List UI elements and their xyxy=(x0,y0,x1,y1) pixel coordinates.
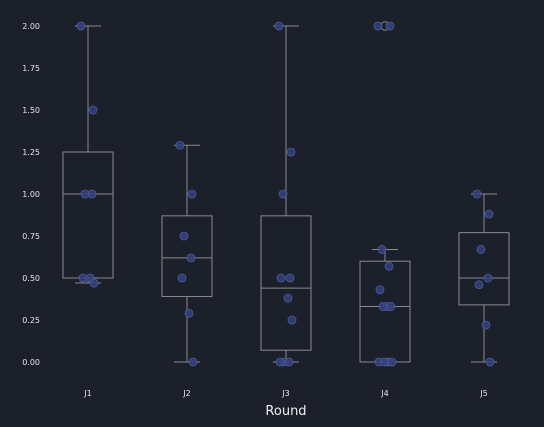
data-point xyxy=(275,357,285,367)
data-point xyxy=(278,189,288,199)
y-tick-label: 1.75 xyxy=(22,64,40,73)
data-point xyxy=(88,105,98,115)
y-tick-label: 0.25 xyxy=(22,316,40,325)
data-point xyxy=(474,280,484,290)
data-point xyxy=(472,189,482,199)
box-J1 xyxy=(62,25,114,284)
y-tick-label: 1.00 xyxy=(22,190,40,199)
data-point xyxy=(378,302,388,311)
x-tick-label: J5 xyxy=(479,389,487,398)
data-point xyxy=(283,293,293,303)
box-J4 xyxy=(359,21,411,363)
iqr-box xyxy=(62,151,114,279)
data-point xyxy=(387,357,397,367)
data-point xyxy=(188,357,198,367)
x-axis-ticks: J1 J2 J3 J4 J5 xyxy=(83,389,487,398)
box-J3 xyxy=(260,25,312,363)
x-tick-label: J3 xyxy=(281,389,289,398)
data-point xyxy=(285,273,295,283)
x-tick-label: J1 xyxy=(83,389,91,398)
data-point xyxy=(386,302,396,311)
y-tick-label: 1.25 xyxy=(22,148,40,157)
x-axis-label: Round xyxy=(265,404,306,419)
y-tick-label: 0.75 xyxy=(22,232,40,241)
data-point xyxy=(186,253,196,263)
y-tick-label: 2.00 xyxy=(22,22,40,31)
data-point xyxy=(287,315,297,325)
iqr-box xyxy=(359,260,411,363)
data-point xyxy=(76,21,86,31)
data-point xyxy=(476,245,486,254)
y-tick-label: 0.50 xyxy=(22,274,40,283)
data-point xyxy=(375,285,385,295)
data-point xyxy=(377,245,387,254)
data-point xyxy=(177,273,187,283)
data-point xyxy=(483,273,493,283)
data-point xyxy=(179,231,189,241)
data-point xyxy=(485,357,495,367)
y-tick-label: 0.00 xyxy=(22,358,40,367)
data-point xyxy=(187,189,197,199)
iqr-box xyxy=(260,215,312,351)
data-point xyxy=(286,147,296,157)
data-point xyxy=(484,209,494,219)
x-tick-label: J4 xyxy=(380,389,388,398)
iqr-box xyxy=(458,232,510,306)
data-point xyxy=(175,140,185,150)
data-point xyxy=(87,189,97,199)
data-point xyxy=(481,320,491,330)
data-point xyxy=(184,308,194,318)
x-tick-label: J2 xyxy=(182,389,190,398)
data-point xyxy=(373,21,383,31)
data-point xyxy=(274,21,284,31)
data-point xyxy=(384,261,394,271)
data-point xyxy=(284,357,294,367)
box-J2 xyxy=(161,144,213,363)
data-point xyxy=(276,273,286,283)
data-points xyxy=(76,21,495,367)
data-point xyxy=(385,21,395,31)
iqr-box xyxy=(161,215,213,297)
y-tick-label: 1.50 xyxy=(22,106,40,115)
data-point xyxy=(89,278,99,288)
y-axis-ticks: 0.00 0.25 0.50 0.75 1.00 1.25 1.50 1.75 2.00 xyxy=(22,22,40,367)
